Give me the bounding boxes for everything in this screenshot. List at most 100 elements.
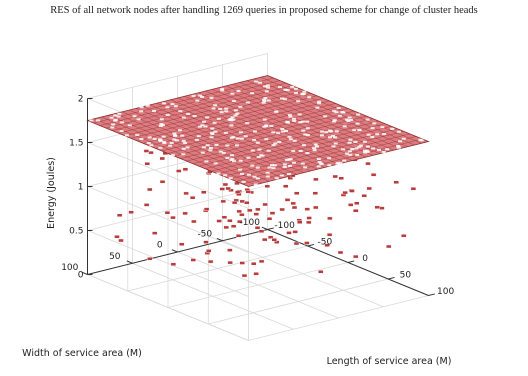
node-marker bbox=[239, 261, 246, 265]
surface-node-marker bbox=[396, 146, 401, 149]
surface-node-marker bbox=[162, 102, 167, 105]
node-marker bbox=[366, 186, 372, 191]
surface-node-marker bbox=[238, 105, 243, 108]
surface-node-marker bbox=[341, 148, 346, 151]
node-marker bbox=[203, 207, 210, 211]
surface-node-marker bbox=[243, 135, 248, 138]
surface-node-marker bbox=[113, 119, 118, 122]
node-marker bbox=[236, 219, 243, 224]
surface-node-marker bbox=[332, 120, 337, 123]
node-marker bbox=[207, 259, 214, 264]
surface-node-marker bbox=[225, 157, 230, 160]
node-marker bbox=[190, 258, 197, 262]
node-marker bbox=[410, 186, 417, 191]
node-marker bbox=[148, 150, 154, 155]
surface-node-marker bbox=[202, 120, 206, 123]
node-marker bbox=[251, 262, 257, 266]
surface-node-marker bbox=[263, 85, 268, 88]
surface-node-marker bbox=[208, 147, 213, 149]
node-marker bbox=[304, 207, 310, 211]
surface-node-marker bbox=[346, 120, 351, 122]
surface-node-marker bbox=[210, 133, 215, 135]
y-tick-label: 50 bbox=[109, 252, 121, 262]
surface-node-marker bbox=[245, 122, 250, 125]
surface-node-marker bbox=[349, 118, 354, 121]
node-marker bbox=[393, 180, 399, 185]
node-marker bbox=[271, 237, 277, 242]
surface-node-marker bbox=[224, 110, 229, 113]
surface-node-marker bbox=[229, 124, 234, 127]
node-marker bbox=[189, 195, 196, 200]
surface-node-marker bbox=[110, 126, 115, 129]
surface-node-marker bbox=[292, 139, 297, 142]
surface-node-marker bbox=[162, 142, 167, 144]
surface-node-marker bbox=[301, 129, 306, 132]
surface-node-marker bbox=[317, 161, 322, 163]
node-marker bbox=[182, 211, 188, 216]
y-axis-label: Width of service area (M) bbox=[22, 348, 142, 359]
energy-surface bbox=[86, 75, 430, 187]
surface-node-marker bbox=[344, 118, 349, 121]
node-marker bbox=[159, 179, 166, 184]
surface-node-marker bbox=[262, 98, 267, 101]
node-marker bbox=[338, 176, 344, 181]
surface-node-marker bbox=[359, 144, 364, 147]
surface-node-marker bbox=[320, 130, 325, 133]
surface-node-marker bbox=[363, 151, 367, 154]
surface-node-marker bbox=[181, 153, 186, 156]
surface-node-marker bbox=[293, 87, 298, 90]
surface-node-marker bbox=[200, 151, 205, 154]
surface-node-marker bbox=[354, 147, 359, 150]
surface-node-marker bbox=[287, 135, 292, 138]
surface-node-marker bbox=[265, 171, 270, 174]
axes bbox=[81, 98, 435, 296]
surface-node-marker bbox=[191, 94, 196, 97]
surface-mesh-line bbox=[217, 128, 398, 175]
surface-node-marker bbox=[305, 152, 310, 154]
surface-node-marker bbox=[229, 154, 234, 157]
surface-node-marker bbox=[287, 114, 292, 117]
surface-node-marker bbox=[320, 134, 324, 137]
surface-node-marker bbox=[194, 138, 199, 141]
surface-mesh-line bbox=[211, 126, 392, 172]
surface-node-marker bbox=[390, 127, 395, 130]
surface-node-marker bbox=[231, 136, 236, 139]
node-marker bbox=[144, 161, 150, 166]
surface-node-marker bbox=[315, 145, 319, 148]
node-marker bbox=[312, 191, 318, 195]
node-marker bbox=[332, 174, 338, 179]
node-marker bbox=[361, 193, 367, 198]
surface-node-marker bbox=[331, 145, 336, 148]
node-marker bbox=[258, 229, 265, 233]
surface-node-marker bbox=[332, 119, 337, 122]
surface-node-marker bbox=[282, 98, 287, 101]
surface-node-marker bbox=[139, 138, 144, 140]
surface-node-marker bbox=[381, 151, 386, 153]
surface-node-marker bbox=[316, 165, 321, 168]
surface-node-marker bbox=[274, 177, 279, 180]
node-marker bbox=[227, 260, 233, 265]
surface-mesh-line bbox=[229, 133, 410, 180]
surface-node-marker bbox=[333, 142, 338, 145]
surface-node-marker bbox=[168, 144, 173, 147]
surface-node-marker bbox=[362, 140, 367, 143]
surface-node-marker bbox=[250, 149, 255, 152]
surface-node-marker bbox=[253, 183, 258, 186]
surface-node-marker bbox=[284, 130, 288, 132]
surface-node-marker bbox=[273, 142, 278, 145]
surface-node-marker bbox=[280, 128, 285, 130]
surface-node-marker bbox=[365, 145, 370, 148]
surface-node-marker bbox=[152, 138, 157, 140]
surface-mesh-line bbox=[94, 118, 256, 185]
surface-node-marker bbox=[355, 153, 360, 156]
surface-node-marker bbox=[337, 114, 342, 117]
surface-node-marker bbox=[178, 110, 183, 113]
node-marker bbox=[290, 201, 296, 206]
surface-node-marker bbox=[246, 156, 251, 159]
node-marker bbox=[143, 149, 150, 153]
surface-node-marker bbox=[209, 96, 214, 99]
surface-node-marker bbox=[277, 141, 282, 143]
surface-node-marker bbox=[239, 173, 244, 175]
y-tick-mark bbox=[126, 260, 133, 264]
node-marker bbox=[294, 191, 300, 195]
